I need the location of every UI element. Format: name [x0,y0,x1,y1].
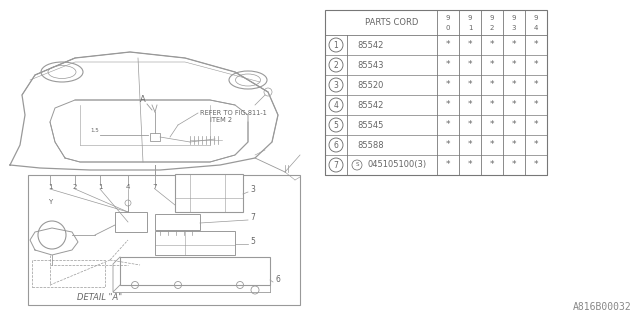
Text: *: * [468,81,472,90]
Text: Y: Y [48,199,52,205]
Text: 9: 9 [490,14,494,20]
Text: *: * [490,60,494,69]
Text: DETAIL "A": DETAIL "A" [77,293,123,302]
Text: 3: 3 [333,81,339,90]
Text: *: * [445,161,451,170]
Text: 7: 7 [153,184,157,190]
Text: *: * [534,140,538,149]
Text: *: * [534,60,538,69]
Text: 85543: 85543 [357,60,383,69]
Text: S: S [355,163,359,167]
Text: 2: 2 [333,60,339,69]
Text: 9: 9 [445,14,451,20]
Text: 1.5: 1.5 [91,128,99,133]
Text: 9: 9 [534,14,538,20]
Text: 1: 1 [98,184,102,190]
Text: *: * [512,60,516,69]
Text: *: * [490,100,494,109]
Bar [120,257,270,285]
Text: 85520: 85520 [357,81,383,90]
Text: 85542: 85542 [357,41,383,50]
Text: A: A [140,95,146,104]
Text: *: * [468,41,472,50]
Text: *: * [512,161,516,170]
Text: *: * [490,161,494,170]
Text: 4: 4 [126,184,130,190]
Text: *: * [468,140,472,149]
Text: *: * [490,140,494,149]
Text: *: * [512,140,516,149]
Text: 3: 3 [512,25,516,30]
Text: REFER TO FIG.811-1: REFER TO FIG.811-1 [200,110,267,116]
Text: *: * [445,100,451,109]
Text: 9: 9 [468,14,472,20]
Bar [175,174,243,212]
Text: *: * [534,121,538,130]
Text: *: * [468,161,472,170]
Text: 5: 5 [250,237,255,246]
Text: 1: 1 [48,184,52,190]
Bar [150,133,160,141]
Text: 4: 4 [534,25,538,30]
Text: *: * [512,41,516,50]
Text: 7: 7 [250,213,255,222]
Bar [155,214,200,230]
Bar [28,175,300,305]
Text: 6: 6 [333,140,339,149]
Text: *: * [445,41,451,50]
Text: 1: 1 [333,41,339,50]
Text: *: * [490,41,494,50]
Text: 4: 4 [333,100,339,109]
Text: 85588: 85588 [357,140,383,149]
Text: 1: 1 [468,25,472,30]
Text: 2: 2 [490,25,494,30]
Text: 3: 3 [250,185,255,194]
Text: *: * [512,121,516,130]
Bar [155,231,235,255]
Text: 9: 9 [512,14,516,20]
Text: 7: 7 [333,161,339,170]
Bar [115,212,147,232]
Text: *: * [468,121,472,130]
Text: 85542: 85542 [357,100,383,109]
Text: *: * [445,81,451,90]
Text: 2: 2 [73,184,77,190]
Text: 5: 5 [333,121,339,130]
Text: *: * [512,81,516,90]
Text: *: * [534,161,538,170]
Text: 85545: 85545 [357,121,383,130]
Text: A816B00032: A816B00032 [573,302,632,312]
Text: *: * [445,121,451,130]
Text: *: * [468,100,472,109]
Text: ITEM 2: ITEM 2 [210,117,232,123]
Text: *: * [445,60,451,69]
Text: *: * [512,100,516,109]
Text: *: * [490,81,494,90]
Text: 0: 0 [445,25,451,30]
Text: *: * [445,140,451,149]
Bar [325,10,547,175]
Text: PARTS CORD: PARTS CORD [365,18,419,27]
Text: *: * [490,121,494,130]
Text: 045105100(3): 045105100(3) [367,161,426,170]
Text: *: * [534,41,538,50]
Text: *: * [468,60,472,69]
Text: *: * [534,100,538,109]
Text: *: * [534,81,538,90]
Text: 6: 6 [275,275,280,284]
